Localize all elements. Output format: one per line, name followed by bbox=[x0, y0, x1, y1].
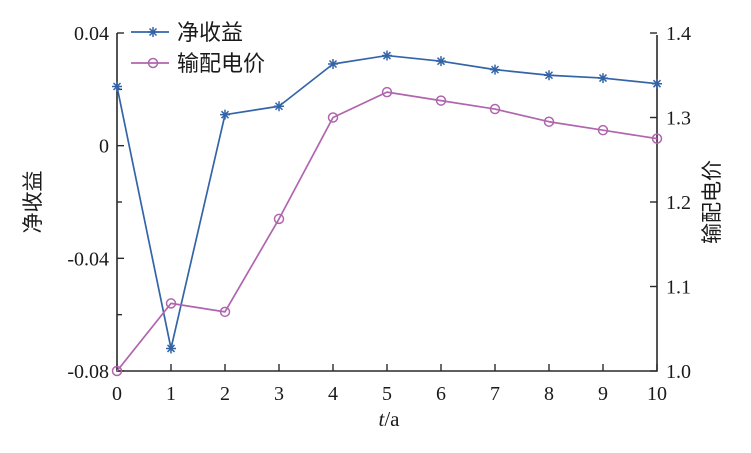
transmission-price-marker bbox=[111, 365, 123, 377]
right-axis-tick-label: 1.1 bbox=[666, 277, 691, 299]
x-axis-tick-label: 3 bbox=[274, 383, 284, 405]
net-income-marker bbox=[436, 56, 446, 67]
transmission-price-line bbox=[116, 91, 658, 372]
x-axis-tick-label: 8 bbox=[544, 383, 554, 405]
net-income-marker bbox=[598, 73, 608, 84]
circle-marker-icon bbox=[147, 57, 159, 69]
net-income-marker bbox=[490, 64, 500, 75]
net-income-marker bbox=[274, 101, 284, 112]
x-axis-tick-label: 4 bbox=[328, 383, 338, 405]
right-axis-tick-label: 1.2 bbox=[666, 192, 691, 214]
x-axis-tick-label: 0 bbox=[112, 383, 122, 405]
x-axis-tick-label: 2 bbox=[220, 383, 230, 405]
right-axis-tick-label: 1.3 bbox=[666, 108, 691, 130]
left-axis-tick-label: 0 bbox=[99, 136, 109, 158]
left-axis-tick-label: -0.04 bbox=[67, 248, 109, 270]
axes-layer: 0.04 0 -0.04 -0.08 1.4 1.3 1.2 1.1 1.0 0 1 2 3 4 5 6 7 8 9… bbox=[67, 23, 691, 405]
legend-label-transmission-price: 输配电价 bbox=[177, 51, 265, 76]
left-axis-tick-label: 0.04 bbox=[74, 23, 109, 45]
net-income-marker bbox=[382, 50, 392, 61]
x-axis-title-variable: t bbox=[379, 407, 386, 431]
net-income-marker bbox=[652, 78, 662, 89]
x-axis-tick-label: 9 bbox=[598, 383, 608, 405]
net-income-marker bbox=[544, 70, 554, 81]
legend: 净收益 输配电价 bbox=[131, 20, 265, 76]
x-axis-title: t/a bbox=[379, 407, 401, 431]
transmission-price-marker bbox=[381, 86, 393, 98]
left-axis-title: 净收益 bbox=[21, 171, 45, 234]
net-income-marker bbox=[112, 81, 122, 92]
transmission-price-series bbox=[111, 86, 663, 377]
net-income-marker bbox=[220, 109, 230, 120]
asterisk-marker-icon bbox=[148, 27, 158, 37]
transmission-price-marker bbox=[219, 306, 231, 318]
right-axis-title: 输配电价 bbox=[700, 160, 724, 244]
transmission-price-marker bbox=[435, 95, 447, 106]
x-axis-title-unit: /a bbox=[384, 407, 400, 431]
transmission-price-marker bbox=[489, 103, 501, 115]
legend-entry-transmission-price: 输配电价 bbox=[131, 51, 265, 76]
net-income-marker bbox=[166, 343, 176, 354]
axis-spines bbox=[116, 33, 658, 372]
x-axis-tick-label: 5 bbox=[382, 383, 392, 405]
net-income-series bbox=[112, 50, 662, 354]
x-axis-tick-label: 6 bbox=[436, 383, 446, 405]
transmission-price-marker bbox=[327, 112, 339, 123]
x-axis-tick-label: 1 bbox=[166, 383, 176, 405]
transmission-price-marker bbox=[597, 124, 609, 136]
x-axis-tick-label: 10 bbox=[647, 383, 667, 405]
net-income-line bbox=[116, 54, 658, 350]
transmission-price-marker bbox=[273, 213, 285, 225]
right-axis-tick-label: 1.4 bbox=[666, 23, 691, 45]
transmission-price-marker bbox=[543, 116, 555, 127]
legend-entry-net-income: 净收益 bbox=[131, 20, 243, 45]
transmission-price-marker bbox=[651, 133, 663, 144]
x-axis-tick-label: 7 bbox=[490, 383, 500, 405]
left-axis-tick-label: -0.08 bbox=[67, 361, 109, 383]
transmission-price-marker bbox=[165, 298, 177, 309]
right-axis-tick-label: 1.0 bbox=[666, 361, 691, 383]
series-layer bbox=[111, 50, 663, 377]
net-income-marker bbox=[328, 58, 338, 69]
legend-label-net-income: 净收益 bbox=[177, 20, 243, 45]
